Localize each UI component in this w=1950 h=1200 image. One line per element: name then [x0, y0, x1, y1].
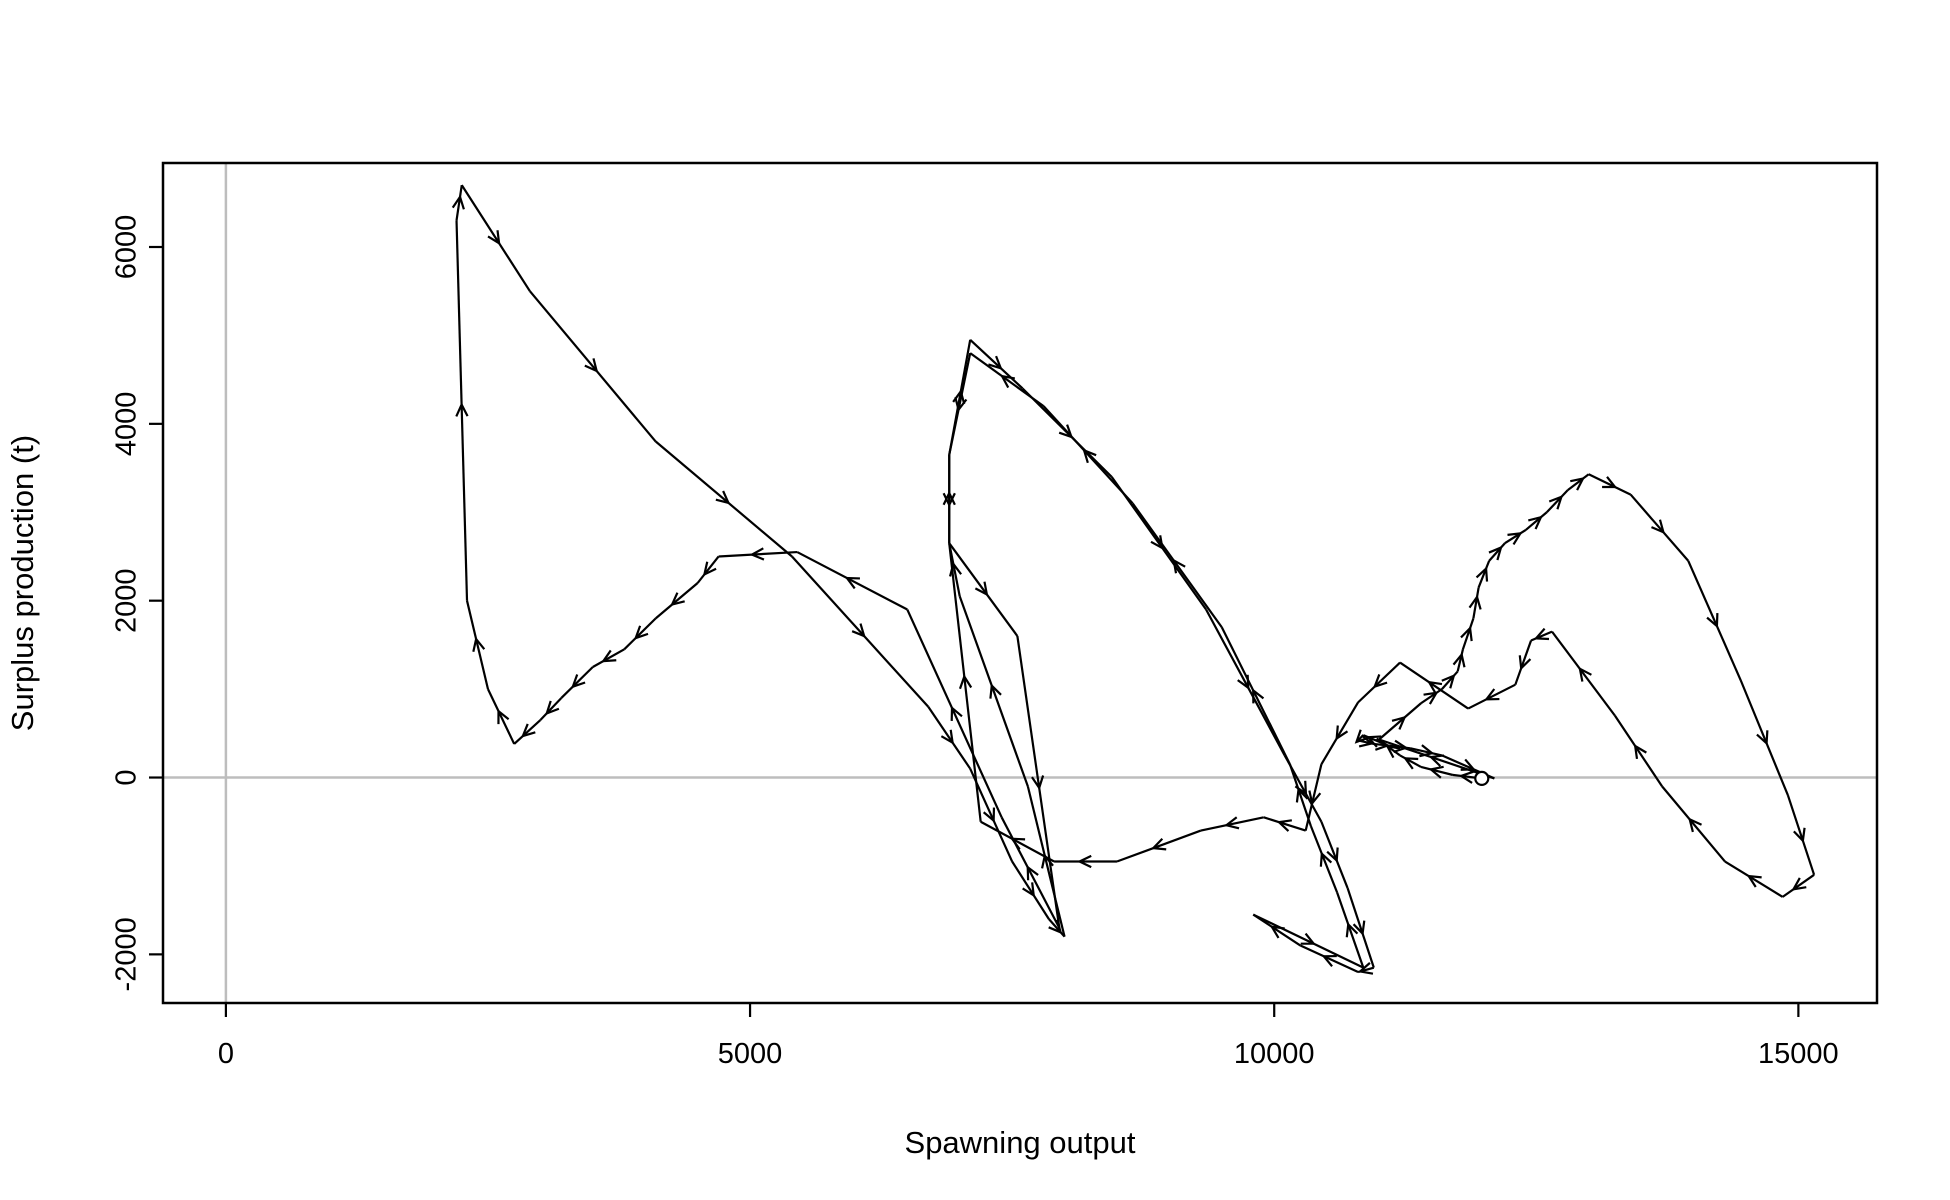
trajectory-segment	[1725, 862, 1783, 897]
trajectory-segment	[1017, 636, 1059, 928]
reference-lines	[163, 163, 1877, 1003]
x-axis-title: Spawning output	[905, 1125, 1136, 1160]
trajectory-segment	[907, 610, 1001, 818]
trajectory-segment	[1783, 875, 1814, 897]
y-tick-label: 4000	[111, 392, 143, 457]
y-tick-label: -2000	[111, 917, 143, 991]
trajectory-segment	[1615, 716, 1662, 787]
trajectory-segment	[1468, 685, 1515, 709]
trajectory-segment	[1589, 474, 1631, 494]
trajectory-segment	[1358, 663, 1400, 703]
trajectory-segment	[488, 689, 514, 744]
x-tick-label: 5000	[718, 1038, 783, 1070]
y-tick-label: 6000	[111, 215, 143, 280]
trajectory-segment	[1321, 822, 1347, 888]
trajectory-segment	[656, 583, 698, 618]
trajectory-segment	[1379, 703, 1421, 739]
trajectory-segment	[467, 601, 488, 689]
trajectory-segment	[1222, 627, 1290, 764]
trajectory-segment	[530, 291, 656, 441]
trajectory-segment	[1788, 795, 1814, 875]
trajectory-segment	[656, 442, 792, 557]
trajectory-segment	[1206, 610, 1285, 756]
trajectory-segment	[1552, 632, 1615, 716]
trajectory-segment	[514, 720, 540, 744]
trajectory-segment	[719, 552, 798, 556]
trajectory-segment	[970, 340, 1022, 389]
y-axis-title: Surplus production (t)	[5, 435, 40, 731]
trajectory-segment	[792, 556, 928, 706]
y-tick-label: 0	[111, 769, 143, 785]
trajectory-segment	[928, 707, 970, 769]
trajectory-segment	[1311, 826, 1337, 892]
trajectory	[453, 185, 1814, 974]
trajectory-segment	[561, 667, 592, 698]
trajectory-segment	[1662, 786, 1725, 861]
trajectory-segment	[462, 185, 530, 291]
trajectory-segment	[970, 769, 1012, 862]
trajectory-segment	[949, 353, 970, 455]
trajectory-segment	[1044, 406, 1133, 503]
plot-frame	[163, 163, 1877, 1003]
trajectory-segment	[981, 822, 1054, 862]
trajectory-arrowhead	[1023, 882, 1034, 895]
trajectory-segment	[970, 353, 1043, 406]
trajectory-segment	[960, 596, 1028, 786]
x-tick-label: 15000	[1758, 1038, 1839, 1070]
trajectory-arrowhead	[1507, 533, 1520, 544]
axes: 0 5000 10000 15000 -2000 0 2000 4000 6000	[111, 163, 1877, 1070]
trajectory-segment	[1631, 495, 1689, 561]
trajectory-segment	[1253, 915, 1300, 946]
start-marker	[1475, 772, 1488, 785]
trajectory-arrowhead	[488, 230, 499, 243]
x-tick-label: 10000	[1234, 1038, 1315, 1070]
trajectory-segment	[1321, 702, 1358, 764]
trajectory-segment	[1117, 831, 1201, 862]
trajectory-segment	[624, 618, 655, 649]
trajectory-segment	[1515, 640, 1531, 684]
trajectory-segment	[1133, 503, 1222, 627]
x-tick-label: 0	[218, 1038, 234, 1070]
y-tick-label: 2000	[111, 568, 143, 633]
trajectory-segment	[1300, 946, 1358, 973]
trajectory-segment	[1688, 561, 1740, 680]
